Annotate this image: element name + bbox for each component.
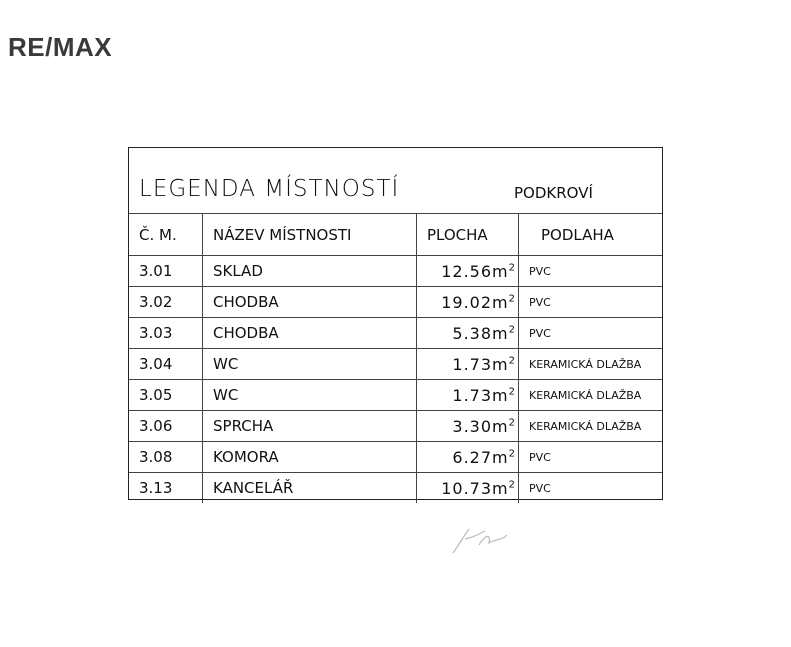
- area-unit: m: [492, 447, 509, 467]
- room-floor: PVC: [518, 472, 662, 503]
- room-name: KOMORA: [202, 441, 417, 473]
- room-name: WC: [202, 379, 417, 411]
- area-value: 19.02: [441, 292, 493, 312]
- table-header-row: Č. M. NÁZEV MÍSTNOSTI PLOCHA PODLAHA: [129, 213, 662, 256]
- room-floor: PVC: [518, 441, 662, 473]
- area-value: 1.73: [452, 354, 493, 374]
- header-area: PLOCHA: [416, 213, 519, 256]
- room-floor: KERAMICKÁ DLAŽBA: [518, 410, 662, 442]
- header-room-number: Č. M.: [129, 213, 203, 256]
- rooms-table: Č. M. NÁZEV MÍSTNOSTI PLOCHA PODLAHA 3.0…: [129, 213, 662, 503]
- room-area: 19.02m2: [416, 286, 519, 318]
- table-row: 3.05 WC 1.73m2 KERAMICKÁ DLAŽBA: [129, 379, 662, 411]
- room-name: KANCELÁŘ: [202, 472, 417, 503]
- room-area: 5.38m2: [416, 317, 519, 349]
- area-value: 5.38: [452, 323, 493, 343]
- room-floor: PVC: [518, 255, 662, 287]
- table-row: 3.03 CHODBA 5.38m2 PVC: [129, 317, 662, 349]
- area-unit-exponent: 2: [508, 479, 516, 491]
- room-number: 3.03: [129, 317, 203, 349]
- room-floor: KERAMICKÁ DLAŽBA: [518, 348, 662, 380]
- table-row: 3.08 KOMORA 6.27m2 PVC: [129, 441, 662, 473]
- area-unit: m: [492, 385, 509, 405]
- room-number: 3.06: [129, 410, 203, 442]
- room-area: 1.73m2: [416, 379, 519, 411]
- room-number: 3.04: [129, 348, 203, 380]
- area-value: 1.73: [452, 385, 493, 405]
- legend-title-row: LEGENDA MÍSTNOSTÍ PODKROVÍ: [129, 148, 662, 214]
- room-area: 10.73m2: [416, 472, 519, 503]
- area-unit: m: [492, 323, 509, 343]
- legend-floor-level: PODKROVÍ: [514, 184, 593, 202]
- room-number: 3.13: [129, 472, 203, 503]
- area-unit-exponent: 2: [508, 293, 516, 305]
- room-number: 3.08: [129, 441, 203, 473]
- room-area: 6.27m2: [416, 441, 519, 473]
- room-name: CHODBA: [202, 317, 417, 349]
- room-name: SKLAD: [202, 255, 417, 287]
- header-room-name: NÁZEV MÍSTNOSTI: [202, 213, 417, 256]
- table-row: 3.13 KANCELÁŘ 10.73m2 PVC: [129, 472, 662, 503]
- area-value: 10.73: [441, 478, 493, 498]
- room-legend-table: LEGENDA MÍSTNOSTÍ PODKROVÍ Č. M. NÁZEV M…: [128, 147, 663, 503]
- area-value: 3.30: [452, 416, 493, 436]
- area-unit-exponent: 2: [508, 355, 516, 367]
- area-unit-exponent: 2: [508, 417, 516, 429]
- area-unit-exponent: 2: [508, 262, 516, 274]
- area-value: 6.27: [452, 447, 493, 467]
- area-unit: m: [492, 416, 509, 436]
- area-unit: m: [492, 292, 509, 312]
- area-unit: m: [492, 261, 509, 281]
- legend-title: LEGENDA MÍSTNOSTÍ: [139, 176, 400, 202]
- room-floor: PVC: [518, 317, 662, 349]
- table-row: 3.01 SKLAD 12.56m2 PVC: [129, 255, 662, 287]
- area-unit-exponent: 2: [508, 324, 516, 336]
- room-floor: PVC: [518, 286, 662, 318]
- room-area: 1.73m2: [416, 348, 519, 380]
- area-unit-exponent: 2: [508, 386, 516, 398]
- area-unit: m: [492, 354, 509, 374]
- remax-logo: RE/MAX: [8, 32, 113, 62]
- header-floor: PODLAHA: [518, 213, 662, 256]
- area-unit: m: [492, 478, 509, 498]
- area-unit-exponent: 2: [508, 448, 516, 460]
- table-row: 3.06 SPRCHA 3.30m2 KERAMICKÁ DLAŽBA: [129, 410, 662, 442]
- room-name: CHODBA: [202, 286, 417, 318]
- room-number: 3.05: [129, 379, 203, 411]
- room-name: SPRCHA: [202, 410, 417, 442]
- area-value: 12.56: [441, 261, 493, 281]
- signature-mark: [452, 528, 508, 554]
- table-row: 3.02 CHODBA 19.02m2 PVC: [129, 286, 662, 318]
- room-area: 12.56m2: [416, 255, 519, 287]
- room-name: WC: [202, 348, 417, 380]
- table-row: 3.04 WC 1.73m2 KERAMICKÁ DLAŽBA: [129, 348, 662, 380]
- room-number: 3.02: [129, 286, 203, 318]
- room-area: 3.30m2: [416, 410, 519, 442]
- room-floor: KERAMICKÁ DLAŽBA: [518, 379, 662, 411]
- room-number: 3.01: [129, 255, 203, 287]
